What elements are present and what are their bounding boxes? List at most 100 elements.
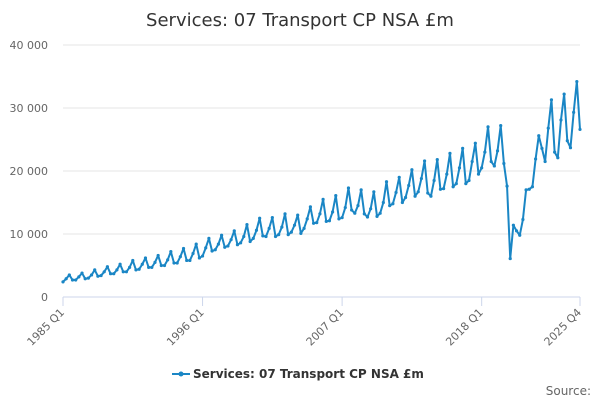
- data-point: [448, 151, 452, 155]
- data-point: [419, 176, 424, 181]
- data-point: [289, 230, 293, 234]
- y-tick-label: 20 000: [10, 165, 49, 178]
- data-point: [403, 195, 408, 200]
- data-point: [61, 280, 65, 284]
- data-point: [473, 141, 477, 145]
- data-point: [302, 226, 306, 230]
- data-point: [540, 146, 544, 150]
- data-point: [546, 126, 550, 130]
- data-point: [400, 200, 404, 205]
- data-point: [534, 157, 538, 161]
- data-point: [467, 178, 471, 183]
- data-point: [499, 124, 503, 128]
- data-point: [115, 268, 119, 272]
- y-tick-label: 0: [41, 291, 48, 304]
- data-point: [134, 268, 138, 272]
- data-point: [495, 149, 500, 153]
- data-point: [492, 164, 496, 168]
- data-point: [530, 185, 535, 189]
- data-point: [461, 146, 465, 150]
- data-point: [131, 258, 135, 263]
- x-tick-label: 2018 Q1: [443, 306, 486, 349]
- data-point: [327, 219, 332, 223]
- data-point: [188, 258, 192, 263]
- data-point: [248, 239, 252, 244]
- data-point: [277, 233, 281, 237]
- data-point: [235, 243, 240, 247]
- data-point: [489, 159, 493, 164]
- data-point: [343, 205, 347, 210]
- data-point: [166, 258, 170, 262]
- data-point: [219, 233, 224, 237]
- legend-marker-swatch: [178, 371, 184, 377]
- data-point: [524, 188, 528, 192]
- data-point: [93, 268, 97, 272]
- data-point: [553, 150, 557, 154]
- data-point: [191, 251, 195, 256]
- data-point: [239, 241, 243, 245]
- data-point: [251, 236, 255, 241]
- data-point: [378, 211, 382, 215]
- data-point: [223, 245, 227, 249]
- data-point: [137, 267, 141, 271]
- data-point: [292, 223, 297, 227]
- data-point: [362, 212, 366, 216]
- data-point: [470, 159, 474, 164]
- data-point: [334, 193, 338, 198]
- x-tick-label: 2007 Q1: [304, 306, 347, 349]
- data-point: [518, 233, 522, 237]
- data-point: [572, 110, 576, 115]
- data-point: [311, 221, 316, 225]
- data-point: [375, 214, 379, 218]
- data-point: [451, 185, 455, 189]
- data-point: [64, 277, 68, 281]
- data-point: [83, 277, 87, 281]
- data-point: [365, 215, 370, 219]
- x-tick-label: 2025 Q4: [542, 306, 585, 349]
- data-point: [511, 223, 515, 227]
- grid-lines: [63, 44, 580, 235]
- data-point: [124, 270, 129, 274]
- data-point: [407, 183, 411, 188]
- data-point: [432, 178, 436, 183]
- data-point: [565, 139, 569, 143]
- data-point: [350, 208, 354, 212]
- data-point: [315, 221, 319, 225]
- data-point: [305, 217, 309, 221]
- data-point: [197, 256, 201, 260]
- data-point: [454, 182, 458, 186]
- legend[interactable]: Services: 07 Transport CP NSA £m: [172, 367, 424, 381]
- data-point: [331, 210, 335, 214]
- data-point: [89, 273, 94, 277]
- data-point: [575, 79, 579, 84]
- series-layer: [61, 79, 582, 284]
- data-point: [286, 233, 290, 237]
- data-point: [381, 200, 385, 205]
- data-point: [254, 228, 259, 232]
- data-point: [397, 175, 401, 179]
- data-point: [321, 197, 325, 201]
- data-point: [242, 234, 246, 239]
- data-point: [486, 125, 490, 129]
- data-point: [480, 166, 484, 170]
- data-point: [185, 258, 189, 263]
- data-point: [273, 234, 278, 239]
- data-point: [372, 190, 376, 194]
- data-point: [261, 234, 265, 238]
- data-point: [299, 231, 303, 235]
- data-point: [280, 225, 284, 229]
- data-point: [86, 276, 90, 280]
- data-point: [422, 159, 427, 163]
- data-point: [210, 249, 214, 253]
- data-point: [508, 256, 512, 261]
- data-point: [296, 213, 300, 217]
- data-point: [140, 262, 144, 266]
- data-point: [356, 204, 360, 208]
- data-point: [181, 246, 186, 251]
- data-point: [77, 275, 81, 279]
- data-point: [502, 161, 506, 166]
- data-point: [308, 205, 312, 209]
- data-point: [216, 242, 221, 246]
- data-point: [150, 265, 154, 269]
- data-point: [442, 187, 446, 191]
